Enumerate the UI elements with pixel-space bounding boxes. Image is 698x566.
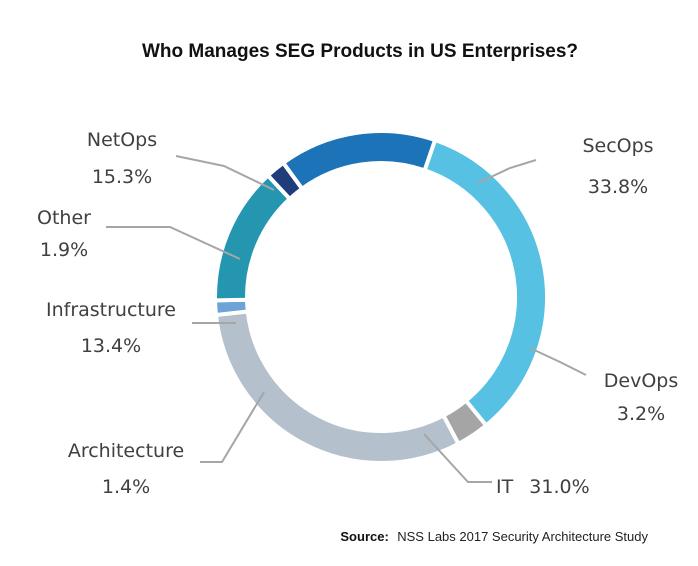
slice-infrastructure — [213, 172, 293, 303]
leader-line-secops — [477, 159, 537, 184]
slice-secops — [422, 137, 549, 429]
value-it: 31.0% — [529, 476, 589, 498]
donut-slices — [212, 129, 549, 465]
leader-line-other — [106, 226, 241, 260]
leader-line-architecture — [200, 391, 265, 463]
chart-title: Who Manages SEG Products in US Enterpris… — [142, 41, 578, 62]
value-other: 1.9% — [40, 239, 88, 261]
value-infrastructure: 13.4% — [81, 335, 141, 357]
label-architecture: Architecture — [68, 440, 184, 462]
label-infrastructure: Infrastructure — [46, 299, 176, 321]
leader-line-it — [423, 433, 492, 483]
label-secops: SecOps — [582, 135, 653, 157]
leader-line-netops — [175, 155, 275, 191]
source-prefix: Source: — [340, 529, 388, 544]
label-netops: NetOps — [87, 129, 157, 151]
source-text: NSS Labs 2017 Security Architecture Stud… — [397, 529, 648, 544]
slice-netops — [280, 129, 438, 192]
value-secops: 33.8% — [588, 176, 648, 198]
leader-line-devops — [529, 347, 587, 376]
leader-lines — [106, 155, 587, 483]
source-note: Source: NSS Labs 2017 Security Architect… — [340, 528, 648, 545]
value-devops: 3.2% — [617, 403, 665, 425]
value-netops: 15.3% — [92, 166, 152, 188]
slice-it — [213, 309, 462, 465]
value-architecture: 1.4% — [102, 476, 150, 498]
label-it: IT 31.0% — [496, 476, 590, 498]
label-other: Other — [37, 207, 91, 229]
label-it-name: IT — [496, 476, 514, 498]
label-devops: DevOps — [604, 370, 678, 392]
